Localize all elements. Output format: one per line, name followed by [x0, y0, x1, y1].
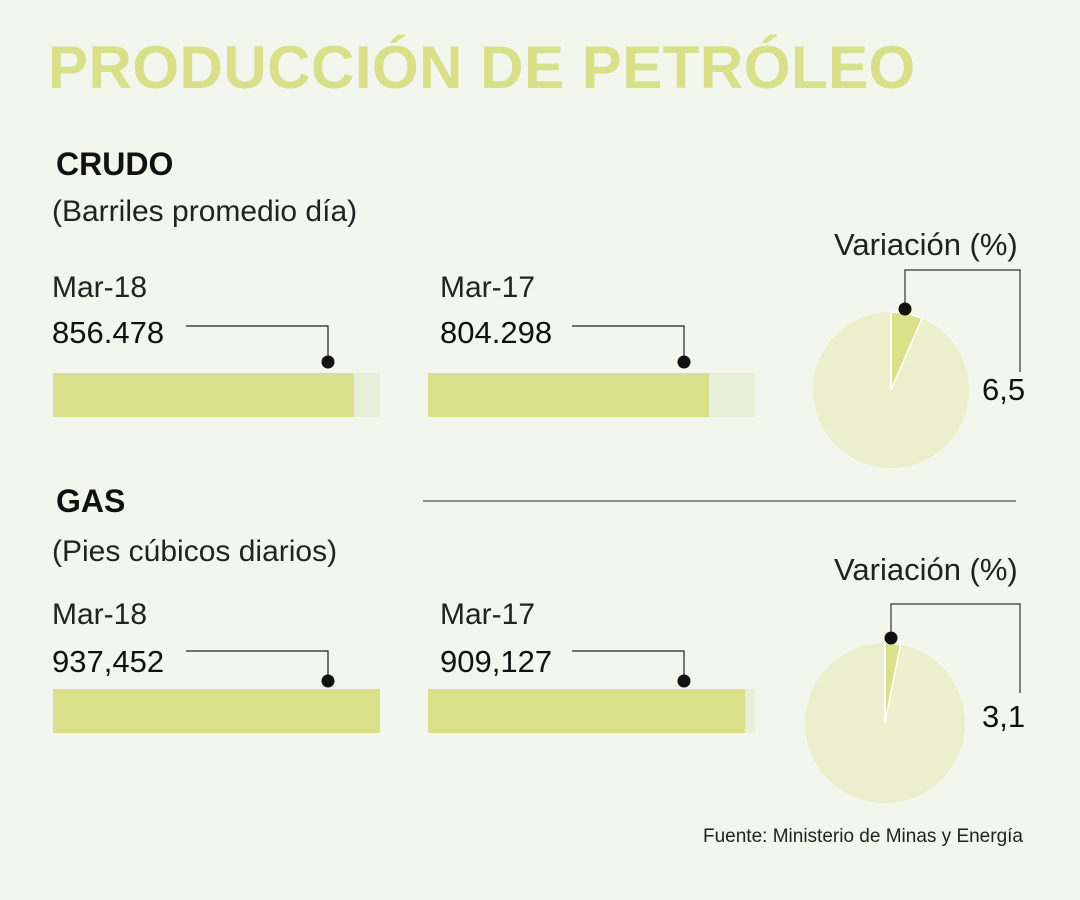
gas-heading: GAS	[56, 483, 126, 519]
crudo-bar-1	[53, 373, 354, 417]
gas-variation-label: Variación (%)	[834, 552, 1018, 587]
gas-marker-dot-1	[321, 674, 335, 688]
gas-variation-value: 3,1	[982, 699, 1026, 734]
gas-leader-1	[186, 650, 329, 681]
crudo-marker-dot-2	[677, 355, 691, 369]
crudo-unit: (Barriles promedio día)	[52, 195, 358, 228]
gas-variation-connector	[890, 603, 1021, 693]
crudo-variation-value: 6,5	[982, 372, 1026, 407]
crudo-period-2: Mar-17	[440, 271, 536, 304]
source-note: Fuente: Ministerio de Minas y Energía	[703, 826, 1023, 847]
crudo-period-1: Mar-18	[52, 271, 148, 304]
crudo-variation-connector	[904, 269, 1021, 372]
gas-period-2: Mar-17	[440, 598, 536, 631]
crudo-heading: CRUDO	[56, 146, 174, 182]
gas-value-2: 909,127	[440, 644, 553, 679]
gas-unit: (Pies cúbicos diarios)	[52, 535, 338, 568]
gas-bar-1	[53, 689, 380, 733]
crudo-variation-label: Variación (%)	[834, 227, 1018, 262]
gas-marker-dot-2	[677, 674, 691, 688]
gas-bar-2	[428, 689, 746, 733]
crudo-marker-dot-1	[321, 355, 335, 369]
gas-value-1: 937,452	[52, 644, 165, 679]
crudo-leader-2	[572, 325, 685, 362]
gas-period-1: Mar-18	[52, 598, 148, 631]
crudo-value-2: 804.298	[440, 315, 553, 350]
gas-leader-2	[572, 650, 685, 681]
crudo-value-1: 856.478	[52, 315, 165, 350]
crudo-bar-2	[428, 373, 710, 417]
chart-title: PRODUCCIÓN DE PETRÓLEO	[48, 34, 916, 101]
crudo-leader-1	[186, 325, 329, 362]
gas-variation-dot	[884, 631, 898, 645]
crudo-variation-dot	[898, 302, 912, 316]
